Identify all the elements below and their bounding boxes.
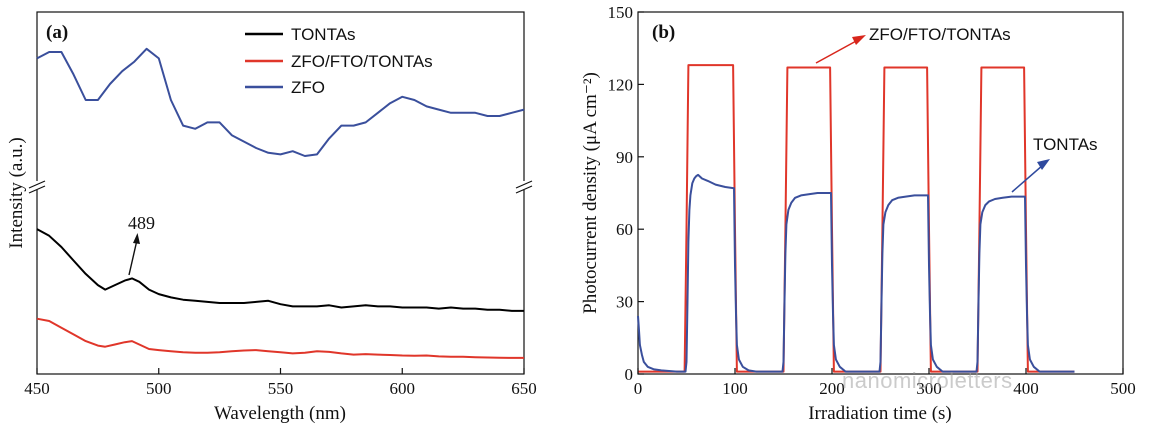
panel-a-series-tontas (36, 228, 524, 312)
panel-b-x-tick-label: 400 (1013, 379, 1039, 398)
panel-b-x-tick-label: 200 (819, 379, 845, 398)
legend-label-zfo: ZFO (291, 78, 325, 97)
panel-a-axis-break-left (28, 180, 46, 194)
panel-b-y-tick-label: 150 (608, 3, 634, 22)
annotation-tontas-label: TONTAs (1033, 135, 1098, 154)
annotation-489-label: 489 (128, 213, 155, 233)
panel-a-series-group (36, 47, 525, 359)
panel-a-y-axis-title: Intensity (a.u.) (6, 137, 27, 248)
panel-b-annotation-tontas: TONTAs (1011, 135, 1098, 193)
panel-a-label: (a) (46, 22, 68, 43)
watermark: nanomicroletters (842, 368, 1013, 393)
panel-a-x-tick-label: 450 (24, 379, 50, 398)
panel-b-x-axis-title: Irradiation time (s) (808, 403, 952, 424)
panel-b-annotation-zfo-fto-tontas: ZFO/FTO/TONTAs (815, 25, 1011, 64)
panel-b-y-tick-label: 90 (616, 148, 633, 167)
panel-b-x-tick-label: 500 (1110, 379, 1136, 398)
panel-a-x-tick-label: 650 (511, 379, 537, 398)
panel-b-y-tick-label: 60 (616, 220, 633, 239)
panel-b-x-ticks: 0 100 200 300 400 500 (634, 368, 1136, 398)
panel-a-legend: TONTAs ZFO/FTO/TONTAs ZFO (245, 25, 433, 97)
panel-a-x-axis-title: Wavelength (nm) (214, 403, 346, 424)
panel-a-annotation-489: 489 (128, 213, 155, 276)
panel-a-series-zfo (36, 47, 525, 157)
annotation-zfo-fto-tontas-label: ZFO/FTO/TONTAs (869, 25, 1011, 44)
panel-b-series-zfo-fto-tontas (638, 64, 1075, 373)
panel-a-chart: 450 500 550 600 650 (a) TONTAs ZFO/FTO/TONTA… (6, 11, 537, 424)
panel-b-series-tontas (637, 173, 1075, 373)
panel-b-x-tick-label: 300 (916, 379, 942, 398)
panel-a-x-ticks: 450 500 550 600 650 (24, 368, 537, 398)
panel-b-x-tick-label: 100 (722, 379, 748, 398)
panel-a-x-tick-label: 500 (146, 379, 172, 398)
panel-b-y-axis-title: Photocurrent density (μA cm⁻²) (580, 72, 601, 314)
panel-b-chart: 0 100 200 300 400 500 0 30 60 90 120 150 (b) ZFO/F… (580, 3, 1136, 424)
panel-b-y-tick-label: 0 (625, 365, 634, 384)
panel-a-x-tick-label: 600 (390, 379, 416, 398)
panel-b-frame (637, 11, 1124, 375)
panel-b-series-group (637, 64, 1075, 373)
legend-label-zfo-fto-tontas: ZFO/FTO/TONTAs (291, 52, 433, 71)
panel-b-x-tick-label: 0 (634, 379, 643, 398)
legend-label-tontas: TONTAs (291, 25, 356, 44)
panel-a-frame (36, 11, 525, 375)
panel-b-label: (b) (652, 22, 675, 43)
panel-b-y-tick-label: 120 (608, 75, 634, 94)
panel-a-series-zfo-fto-tontas (36, 317, 524, 359)
panel-a-axis-break-right (515, 180, 533, 194)
panel-b-y-tick-label: 30 (616, 293, 633, 312)
panel-b-y-ticks: 0 30 60 90 120 150 (608, 3, 644, 384)
panel-a-x-tick-label: 550 (268, 379, 294, 398)
